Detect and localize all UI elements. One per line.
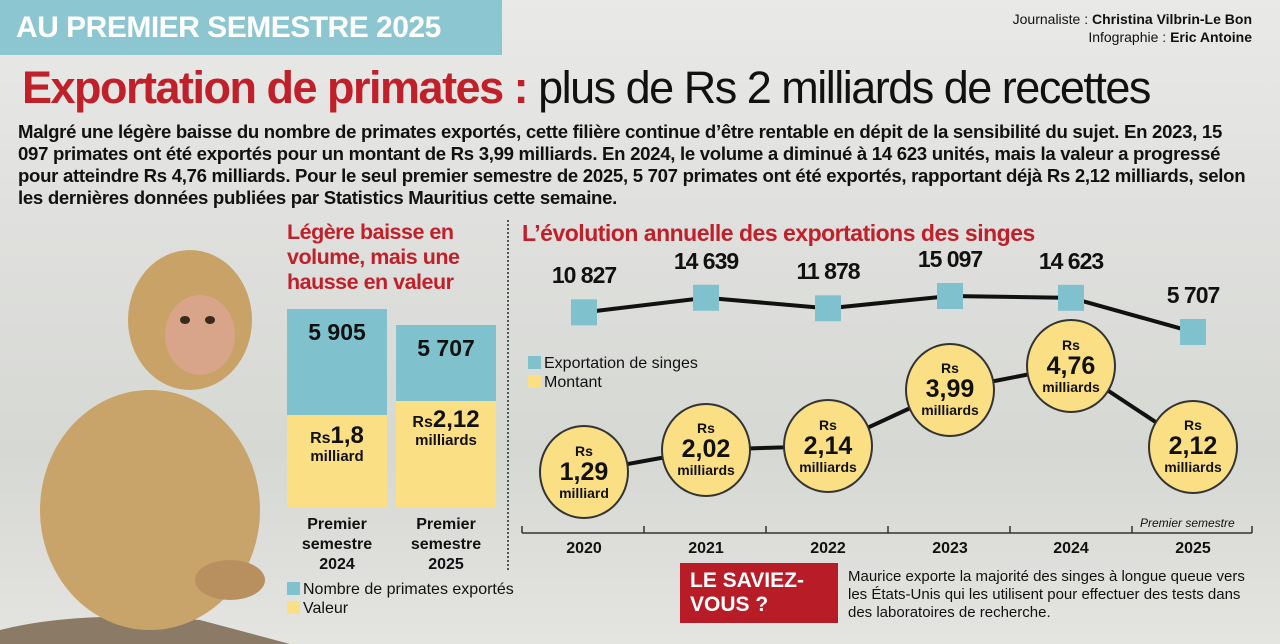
amount-unit: milliards <box>1164 459 1222 476</box>
rs: Rs <box>1184 417 1202 434</box>
exports-label-2020: 10 827 <box>551 262 617 289</box>
exports-marker-2021 <box>693 284 719 311</box>
title-black: plus de Rs 2 milliards de recettes <box>527 62 1151 113</box>
le-saviez-vous-badge: LE SAVIEZ-VOUS ? <box>680 563 838 623</box>
amount-value: 4,76 <box>1046 351 1096 380</box>
year-label-2024: 2024 <box>1053 540 1089 557</box>
exports-label-2024: 14 623 <box>1038 247 1104 274</box>
exports-marker-2022 <box>815 295 841 322</box>
amount-bubble-2025: Rs 2,12 milliards <box>1148 399 1238 494</box>
amount-unit: milliards <box>921 402 979 419</box>
year-label-2023: 2023 <box>932 540 968 557</box>
amount-value: 2,12 <box>1168 432 1218 461</box>
amount-unit: milliards <box>1042 378 1100 395</box>
journalist-label: Journaliste : <box>1012 11 1093 27</box>
legend-item-amount: Montant <box>528 373 698 392</box>
amount-bubble-2024: Rs 4,76 milliards <box>1026 319 1116 414</box>
bar-value-label: Rs1,8 milliard <box>287 424 387 466</box>
amount-bubble-2023: Rs 3,99 milliards <box>905 342 995 437</box>
bar-2025-count: 5 707 <box>396 325 496 401</box>
bar-label: 5 707 <box>417 335 475 361</box>
amount-unit: milliards <box>799 458 857 475</box>
bar-2024-value: Rs1,8 milliard <box>287 415 387 508</box>
bar-2025-value: Rs2,12 milliards <box>396 401 496 508</box>
year-label-2021: 2021 <box>688 540 724 557</box>
year-label-2020: 2020 <box>566 540 602 557</box>
intro-paragraph: Malgré une légère baisse du nombre de pr… <box>18 121 1246 208</box>
amount-bubble-2022: Rs 2,14 milliards <box>783 399 873 494</box>
exports-line <box>583 293 1194 334</box>
exports-label-2022: 11 878 <box>796 258 860 285</box>
exports-marker-2020 <box>571 299 597 326</box>
amount-value: 2,02 <box>681 435 731 464</box>
bar-value-label: Rs2,12 milliards <box>396 408 496 450</box>
legend-item-value: Valeur <box>287 599 514 618</box>
legend-item-count: Nombre de primates exportés <box>287 580 514 599</box>
unit: milliard <box>310 448 364 465</box>
infographie-label: Infographie : <box>1088 29 1171 45</box>
bar-category-2025: Premier semestre 2025 <box>410 516 482 573</box>
amount-unit: milliard <box>559 484 609 501</box>
exports-label-2025: 5 707 <box>1166 281 1221 308</box>
rs: Rs <box>310 430 331 447</box>
bar-label: 5 905 <box>308 319 366 345</box>
page-title: Exportation de primates : plus de Rs 2 m… <box>22 62 1151 114</box>
unit: milliards <box>415 432 477 449</box>
exports-label-2023: 15 097 <box>917 246 983 272</box>
infographie-name: Eric Antoine <box>1170 29 1252 45</box>
exports-marker-2025 <box>1180 318 1206 345</box>
right-chart-title: L’évolution annuelle des exportations de… <box>522 220 1035 246</box>
rs: Rs <box>941 360 959 377</box>
rs: Rs <box>819 416 837 433</box>
amount-value: 2,14 <box>803 431 853 460</box>
amount-bubble-2021: Rs 2,02 milliards <box>661 402 751 497</box>
amount-value: 1,29 <box>559 457 609 486</box>
value: 1,8 <box>330 422 364 449</box>
amount-bubble-2020: Rs 1,29 milliard <box>539 425 629 519</box>
exports-label-2021: 14 639 <box>673 247 739 274</box>
exports-marker-2023 <box>937 283 963 309</box>
bar-2024-count: 5 905 <box>287 309 387 415</box>
value: 2,12 <box>432 406 480 433</box>
divider <box>507 220 509 570</box>
title-red: Exportation de primates : <box>22 62 529 113</box>
right-legend: Exportation de singes Montant <box>528 354 698 392</box>
monkey-photo <box>0 250 290 644</box>
left-chart-title: Légère baisse en volume, mais une hausse… <box>287 220 460 294</box>
exports-marker-2024 <box>1058 284 1084 311</box>
left-legend: Nombre de primates exportés Valeur <box>287 580 514 618</box>
credits: Journaliste : Christina Vilbrin-Le Bon I… <box>1013 10 1252 46</box>
rs: Rs <box>1062 336 1080 353</box>
rs: Rs <box>697 420 715 437</box>
legend-item-exports: Exportation de singes <box>528 354 698 373</box>
journalist-name: Christina Vilbrin-Le Bon <box>1092 11 1252 27</box>
year-label-2022: 2022 <box>810 540 846 557</box>
rs: Rs <box>575 442 593 459</box>
rs: Rs <box>412 414 433 431</box>
year-label-2025: 2025 <box>1175 540 1211 557</box>
bar-category-2024: Premier semestre 2024 <box>301 516 373 573</box>
amount-unit: milliards <box>677 462 735 479</box>
section-banner: AU PREMIER SEMESTRE 2025 <box>0 0 502 55</box>
annotation-premier-semestre: Premier semestre <box>1140 516 1235 530</box>
fact-text: Maurice exporte la majorité des singes à… <box>848 568 1245 621</box>
amount-value: 3,99 <box>925 375 975 404</box>
